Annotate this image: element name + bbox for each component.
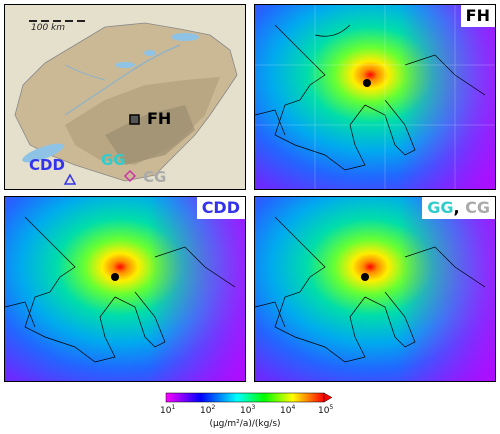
gg-site-label: GG [101, 151, 126, 169]
fh-footprint-map: FH [254, 4, 496, 190]
lake-geneva [22, 143, 64, 163]
colorbar-extend-arrow [323, 392, 333, 403]
label-separator: , [453, 198, 466, 217]
colorbar: 101 102 103 104 105 (µg/m²/a)/(kg/s) [160, 392, 340, 432]
gg-cg-map-svg [255, 197, 495, 381]
gg-cg-marker [123, 169, 137, 183]
colorbar-tick-4: 104 [280, 404, 296, 416]
colorbar-tick-1: 101 [160, 404, 176, 416]
fh-marker [129, 114, 140, 125]
fh-map-svg [255, 5, 495, 189]
cg-site-label: CG [143, 168, 167, 186]
colorbar-unit-label: (µg/m²/a)/(kg/s) [209, 419, 281, 429]
scale-label: 100 km [31, 23, 66, 33]
relief-map-svg [5, 5, 245, 189]
colorbar-gradient [165, 392, 325, 403]
colorbar-tick-3: 103 [240, 404, 256, 416]
gg-label: GG [427, 198, 454, 217]
cdd-source-point [111, 273, 119, 281]
fh-panel-label: FH [460, 5, 495, 27]
cdd-footprint-map: CDD [4, 196, 246, 382]
cdd-panel-label: CDD [196, 197, 245, 219]
gg-cg-source-point [361, 273, 369, 281]
fh-site-label: FH [147, 109, 172, 128]
cdd-map-svg [5, 197, 245, 381]
switzerland-inset-map: 100 km FH CDD GG CG [4, 4, 246, 190]
gg-cg-panel-label: GG, CG [422, 197, 495, 219]
cg-label: CG [465, 198, 490, 217]
colorbar-svg [165, 392, 333, 403]
cdd-marker [63, 173, 77, 185]
colorbar-tick-5: 105 [318, 404, 334, 416]
fh-source-point [363, 79, 371, 87]
colorbar-tick-2: 102 [200, 404, 216, 416]
gg-cg-footprint-map: GG, CG [254, 196, 496, 382]
cdd-site-label: CDD [29, 156, 65, 174]
